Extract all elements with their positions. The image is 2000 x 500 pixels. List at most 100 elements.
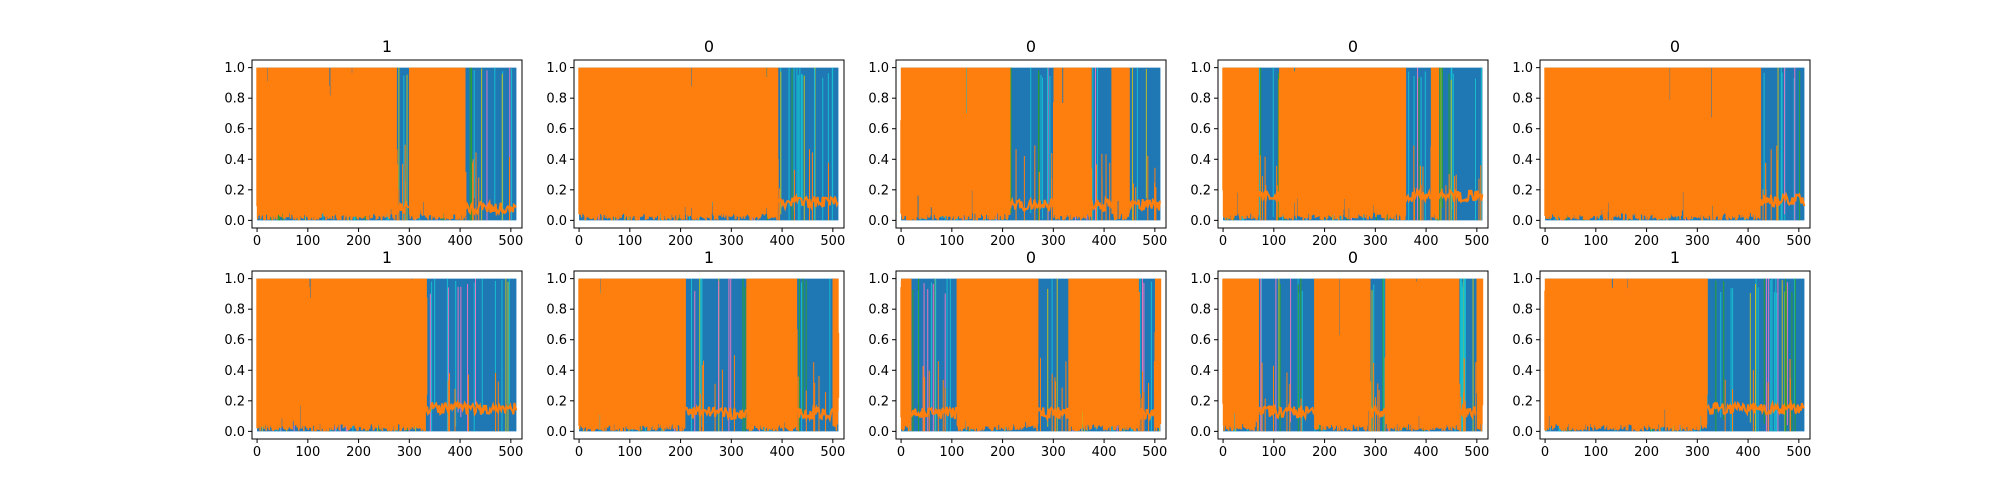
axes-frame: [1217, 59, 1489, 229]
plot-area: [1544, 67, 1806, 221]
x-tick-label: 300: [1685, 445, 1710, 460]
y-tick-label: 1.0: [546, 272, 567, 287]
x-tick-label: 200: [668, 234, 693, 249]
y-tick-label: 0.8: [546, 303, 567, 318]
y-tick-label: 0.6: [1190, 333, 1211, 348]
subplot-1: 0 100 200 300 400 500 0.0 0.2 0.4 0.6 0.8 1.0 1: [224, 37, 523, 249]
x-tick-label: 400: [1414, 234, 1439, 249]
x-tick-label: 400: [448, 234, 473, 249]
x-tick-label: 200: [1312, 445, 1337, 460]
subplot-title: 1: [704, 248, 714, 267]
y-tick-label: 0.4: [546, 153, 567, 168]
y-tick-label: 0.2: [1512, 394, 1533, 409]
y-tick-label: 1.0: [868, 61, 889, 76]
y-tick-label: 1.0: [546, 61, 567, 76]
series-orange-spikes: [1544, 67, 1762, 221]
subplot-title: 1: [1670, 248, 1680, 267]
plot-area: [1222, 278, 1484, 432]
y-tick-label: 1.0: [224, 272, 245, 287]
x-tick-label: 100: [617, 234, 642, 249]
plot-area: [256, 278, 518, 432]
x-tick-label: 400: [770, 234, 795, 249]
y-tick-label: 0.4: [1512, 153, 1533, 168]
series-orange-baseline: [1706, 399, 1805, 417]
x-tick-label: 200: [990, 445, 1015, 460]
y-tick-label: 0.8: [224, 303, 245, 318]
subplot-10: 0 100 200 300 400 500 0.0 0.2 0.4 0.6 0.8 1.0 1: [1512, 248, 1811, 460]
x-tick-label: 300: [1363, 234, 1388, 249]
series-orange-baseline: [1458, 403, 1478, 421]
x-tick-label: 200: [1634, 234, 1659, 249]
y-tick-label: 0.6: [224, 333, 245, 348]
y-tick-label: 0.4: [1190, 364, 1211, 379]
plot-area: [900, 67, 1161, 221]
y-tick-label: 1.0: [868, 272, 889, 287]
x-tick-label: 300: [1685, 234, 1710, 249]
plot-area: [578, 67, 839, 221]
subplot-title: 0: [1026, 37, 1036, 56]
series-orange-baseline: [1009, 196, 1054, 213]
x-tick-label: 200: [346, 445, 371, 460]
x-tick-label: 100: [1583, 445, 1608, 460]
x-tick-label: 500: [820, 445, 845, 460]
series-orange-spikes: [256, 278, 428, 432]
y-tick-label: 0.0: [1512, 214, 1533, 229]
x-tick-label: 200: [1634, 445, 1659, 460]
x-tick-label: 400: [1092, 445, 1117, 460]
subplot-5: 0 100 200 300 400 500 0.0 0.2 0.4 0.6 0.8 1.0 0: [1512, 37, 1811, 249]
subplot-9: 0 100 200 300 400 500 0.0 0.2 0.4 0.6 0.8 1.0 0: [1190, 248, 1489, 460]
x-tick-label: 0: [253, 234, 261, 249]
y-tick-label: 1.0: [1512, 61, 1533, 76]
y-tick-label: 0.4: [224, 153, 245, 168]
y-tick-label: 0.8: [1512, 303, 1533, 318]
series-orange-spikes: [1222, 278, 1484, 432]
x-tick-label: 500: [498, 445, 523, 460]
x-tick-label: 200: [990, 234, 1015, 249]
x-tick-label: 0: [575, 445, 583, 460]
y-tick-label: 0.2: [224, 183, 245, 198]
subplot-4: 0 100 200 300 400 500 0.0 0.2 0.4 0.6 0.8 1.0 0: [1190, 37, 1489, 249]
subplot-title: 0: [1026, 248, 1036, 267]
x-tick-label: 100: [1261, 445, 1286, 460]
y-tick-label: 0.2: [868, 183, 889, 198]
series-orange-spikes: [578, 67, 779, 221]
y-tick-label: 0.0: [546, 425, 567, 440]
x-tick-label: 100: [295, 234, 320, 249]
y-tick-label: 0.6: [1190, 122, 1211, 137]
series-orange-baseline: [910, 405, 958, 420]
x-tick-label: 0: [575, 234, 583, 249]
y-tick-label: 0.4: [868, 153, 889, 168]
x-tick-label: 0: [897, 445, 905, 460]
x-tick-label: 200: [1312, 234, 1337, 249]
x-tick-label: 200: [668, 445, 693, 460]
subplot-2: 0 100 200 300 400 500 0.0 0.2 0.4 0.6 0.8 1.0 0: [546, 37, 845, 249]
x-tick-label: 500: [1786, 445, 1811, 460]
x-tick-label: 200: [346, 234, 371, 249]
x-tick-label: 500: [498, 234, 523, 249]
x-tick-label: 400: [448, 445, 473, 460]
y-tick-label: 0.0: [1190, 425, 1211, 440]
x-tick-label: 100: [1583, 234, 1608, 249]
plot-area: [578, 278, 840, 432]
y-tick-label: 1.0: [224, 61, 245, 76]
y-tick-label: 0.2: [1190, 394, 1211, 409]
axes-frame: [895, 270, 1167, 440]
series-orange-spikes: [900, 278, 1162, 432]
subplot-title: 1: [382, 37, 392, 56]
y-tick-label: 1.0: [1190, 61, 1211, 76]
x-tick-label: 300: [397, 445, 422, 460]
x-tick-label: 500: [1142, 445, 1167, 460]
y-tick-label: 0.8: [546, 92, 567, 107]
x-tick-label: 400: [1736, 234, 1761, 249]
x-tick-label: 500: [1464, 445, 1489, 460]
x-tick-label: 500: [1142, 234, 1167, 249]
y-tick-label: 0.4: [546, 364, 567, 379]
series-orange-spikes: [578, 278, 840, 432]
x-tick-label: 500: [1786, 234, 1811, 249]
y-tick-label: 0.8: [868, 92, 889, 107]
y-tick-label: 0.2: [1512, 183, 1533, 198]
series-orange-baseline: [685, 404, 747, 421]
y-tick-label: 0.0: [1512, 425, 1533, 440]
series-orange-baseline: [1759, 191, 1806, 208]
